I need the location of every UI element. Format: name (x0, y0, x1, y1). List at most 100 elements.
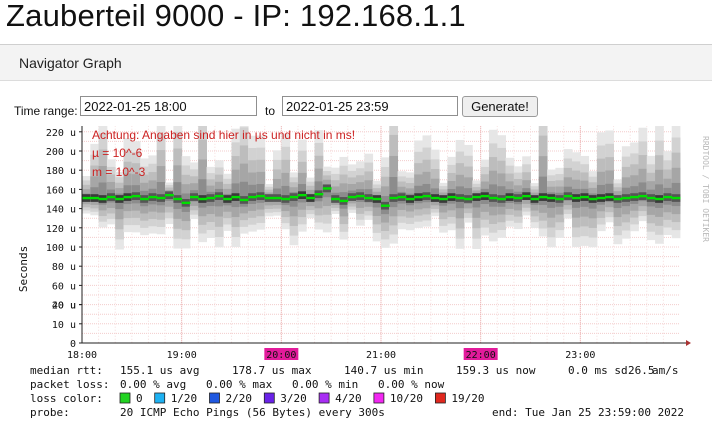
legend-loss-now: 0.00 % now (378, 378, 445, 391)
loss-color-swatch (318, 392, 330, 404)
legend-median-max: 178.7 us max (232, 364, 312, 377)
median-segment (248, 195, 257, 199)
loss-color-swatch (119, 392, 131, 404)
median-segment (655, 197, 664, 201)
page-title: Zauberteil 9000 - IP: 192.168.1.1 (6, 0, 466, 33)
median-segment (306, 196, 315, 200)
median-segment (447, 195, 457, 199)
y-tick-label: 60 u (52, 281, 76, 292)
median-segment (281, 197, 291, 201)
x-tick-label: 22:00 (466, 350, 496, 361)
rrdtool-watermark: RRDTOOL / TOBI OETIKER (701, 136, 710, 242)
median-segment (621, 196, 631, 200)
loss-color-label: 1/20 (171, 392, 198, 405)
median-segment (289, 195, 299, 199)
loss-color-swatch (209, 392, 220, 404)
loss-color-swatch (263, 392, 275, 404)
y-tick-label: 10 u (52, 320, 76, 331)
loss-color-label: 19/20 (451, 392, 484, 405)
legend-median-sd: 0.0 ms sd (568, 364, 628, 377)
median-segment (613, 197, 623, 201)
median-segment (231, 195, 241, 199)
x-tick-highlight (463, 348, 498, 360)
loss-color-label: 0 (136, 392, 143, 405)
legend-median-min: 140.7 us min (344, 364, 423, 377)
smoke-band (156, 182, 166, 206)
legend-median-ams: am/s (652, 364, 679, 377)
median-segment (638, 194, 648, 198)
median-segment (405, 197, 415, 201)
from-date-input[interactable] (80, 96, 257, 116)
median-segment (123, 195, 133, 199)
median-segment (347, 195, 357, 199)
median-segment (580, 195, 590, 199)
median-segment (256, 194, 266, 198)
median-segment (572, 196, 581, 200)
median-segment (488, 196, 498, 200)
median-segment (90, 196, 100, 200)
y-tick-label: 80 u (52, 262, 76, 273)
median-segment (464, 197, 473, 201)
to-date-input[interactable] (282, 96, 458, 116)
smoke-band (638, 182, 648, 202)
median-segment (140, 197, 149, 201)
loss-color-label: 2/20 (226, 392, 253, 405)
median-segment (356, 194, 365, 198)
y-tick-label: 140 u (46, 205, 76, 216)
median-segment (389, 196, 399, 200)
smoke-bands (82, 126, 681, 250)
median-segment (331, 197, 340, 201)
median-segment (538, 195, 548, 199)
median-segment (98, 197, 108, 201)
smoke-band (389, 176, 399, 208)
median-segment (596, 196, 606, 200)
median-segment (663, 195, 673, 199)
x-tick-highlight (264, 348, 299, 360)
generate-button[interactable]: Generate! (462, 96, 538, 117)
legend-median-now: 159.3 us now (456, 364, 536, 377)
smoke-band (538, 176, 548, 205)
annotation-line-1: Achtung: Angaben sind hier in µs und nic… (92, 128, 355, 142)
median-segment (206, 196, 216, 200)
median-segment (106, 195, 116, 199)
median-segment (82, 196, 91, 200)
legend-loss-label: packet loss: (30, 378, 109, 391)
loss-color-swatch (434, 392, 446, 404)
annotation-line-3: m = 10^-3 (92, 165, 146, 179)
median-segment (364, 196, 374, 200)
legend-median-label: median rtt: (30, 364, 103, 377)
legend-loss-color-label: loss color: (30, 392, 103, 405)
median-segment (339, 199, 349, 203)
median-segment (148, 195, 158, 199)
to-label: to (265, 104, 276, 118)
median-segment (156, 196, 166, 200)
y-tick-label: 100 u (46, 243, 76, 254)
median-segment (214, 194, 224, 198)
loss-color-label: 3/20 (280, 392, 307, 405)
median-segment (422, 194, 432, 198)
loss-color-label: 10/20 (390, 392, 423, 405)
median-segment (314, 193, 324, 196)
time-range-label: Time range: (14, 104, 78, 118)
median-segment (181, 201, 191, 205)
median-segment (555, 197, 565, 201)
y-tick-label: 160 u (46, 185, 76, 196)
y-tick-label: 220 u (46, 128, 76, 139)
median-segment (273, 196, 282, 200)
median-segment (630, 195, 639, 199)
median-segment (480, 194, 490, 198)
x-tick-label: 20:00 (266, 350, 296, 361)
legend-loss-max: 0.00 % max (206, 378, 273, 391)
graph-axes (79, 126, 691, 346)
median-segment (414, 195, 423, 199)
median-segment (430, 196, 440, 200)
panel-title: Navigator Graph (19, 55, 122, 71)
smoke-band (198, 179, 207, 208)
y-tick-label: 120 u (46, 224, 76, 235)
median-segment (165, 193, 174, 197)
median-segment (189, 195, 199, 199)
median-segment (588, 197, 598, 201)
y-tick-label: 200 u (46, 147, 76, 158)
median-segment (505, 195, 515, 199)
legend-median-am: 26.5 (628, 364, 655, 377)
